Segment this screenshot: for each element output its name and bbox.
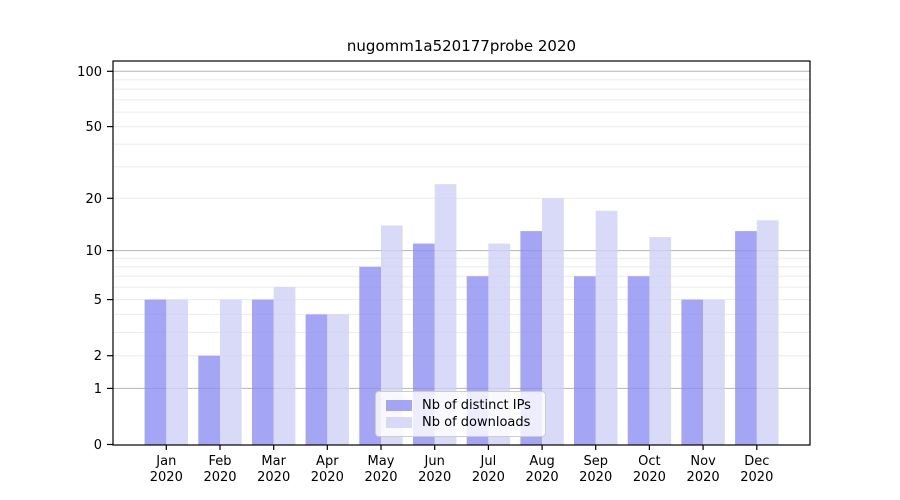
x-tick-label-jan: Jan 2020 xyxy=(150,454,183,485)
x-tick-label-mar: Mar 2020 xyxy=(257,454,290,485)
axes-box xyxy=(112,60,811,446)
bar-nb-of-downloads-jan xyxy=(166,299,188,445)
y-tick-label-2: 2 xyxy=(94,349,102,364)
bar-nb-of-distinct-ips-feb xyxy=(198,355,220,445)
bar-nb-of-distinct-ips-sep xyxy=(574,276,596,445)
bar-nb-of-downloads-may xyxy=(381,225,403,445)
y-tick-label-50: 50 xyxy=(85,120,102,135)
bar-nb-of-downloads-mar xyxy=(273,287,296,445)
x-tick-label-oct: Oct 2020 xyxy=(633,454,666,485)
bar-nb-of-downloads-nov xyxy=(703,299,725,445)
y-tick-label-10: 10 xyxy=(85,244,102,259)
legend-swatch-downloads-icon xyxy=(386,417,412,428)
legend-label-downloads: Nb of downloads xyxy=(422,415,531,430)
legend-item-distinct-ips: Nb of distinct IPs xyxy=(386,397,537,414)
x-tick-label-nov: Nov 2020 xyxy=(687,454,720,485)
bar-nb-of-downloads-jun xyxy=(434,184,457,445)
bar-nb-of-distinct-ips-nov xyxy=(681,299,704,445)
legend: Nb of distinct IPs Nb of downloads xyxy=(375,391,546,437)
bar-nb-of-distinct-ips-mar xyxy=(252,299,274,445)
bar-nb-of-distinct-ips-oct xyxy=(627,276,650,445)
y-tick-label-100: 100 xyxy=(77,65,102,80)
x-tick-label-jul: Jul 2020 xyxy=(472,454,505,485)
bar-nb-of-downloads-dec xyxy=(756,220,779,445)
bar-nb-of-distinct-ips-apr xyxy=(305,314,328,445)
y-tick-label-5: 5 xyxy=(94,293,102,308)
legend-item-downloads: Nb of downloads xyxy=(386,414,537,431)
x-tick-label-sep: Sep 2020 xyxy=(579,454,612,485)
bar-nb-of-downloads-aug xyxy=(542,198,564,445)
x-tick-label-may: May 2020 xyxy=(364,454,397,485)
bar-nb-of-downloads-oct xyxy=(649,237,672,445)
bar-nb-of-downloads-feb xyxy=(220,299,242,445)
x-tick-label-dec: Dec 2020 xyxy=(740,454,773,485)
x-tick-label-feb: Feb 2020 xyxy=(203,454,236,485)
bar-nb-of-distinct-ips-jan xyxy=(144,299,167,445)
legend-swatch-distinct-ips-icon xyxy=(386,400,412,411)
bar-nb-of-downloads-apr xyxy=(327,314,349,445)
bar-nb-of-downloads-sep xyxy=(595,210,618,445)
chart-title: nugomm1a520177probe 2020 xyxy=(346,37,577,55)
y-tick-label-20: 20 xyxy=(85,192,102,207)
legend-label-distinct-ips: Nb of distinct IPs xyxy=(422,398,531,413)
bar-nb-of-distinct-ips-dec xyxy=(735,231,757,445)
x-tick-label-aug: Aug 2020 xyxy=(526,454,559,485)
x-tick-label-apr: Apr 2020 xyxy=(311,454,344,485)
x-tick-label-jun: Jun 2020 xyxy=(418,454,451,485)
y-tick-label-0: 0 xyxy=(94,438,102,453)
y-tick-label-1: 1 xyxy=(94,382,102,397)
